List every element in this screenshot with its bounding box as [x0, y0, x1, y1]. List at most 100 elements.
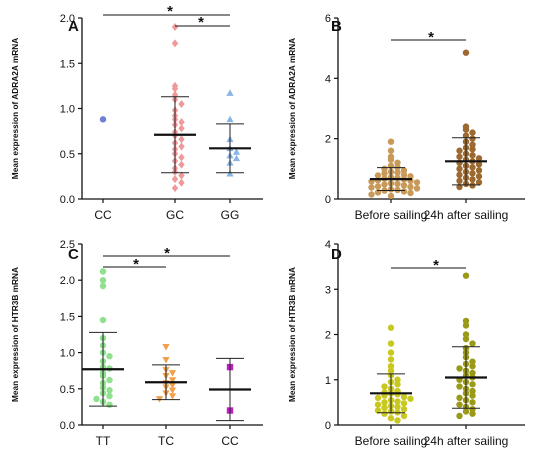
data-point — [469, 340, 476, 347]
data-point — [162, 357, 170, 364]
data-point — [394, 186, 401, 194]
data-point — [456, 394, 463, 402]
data-point — [374, 401, 382, 408]
data-point — [456, 401, 463, 408]
data-point — [469, 369, 476, 377]
x-tick-label: CC — [221, 434, 239, 448]
x-tick-label: TC — [158, 434, 174, 448]
data-point — [462, 322, 470, 329]
panel-letter: C — [68, 246, 79, 263]
data-point — [462, 335, 470, 343]
y-axis-label: Mean expression of HTR3B mRNA — [10, 267, 20, 402]
data-point — [168, 377, 177, 384]
data-point — [475, 173, 483, 180]
data-point — [469, 176, 476, 183]
data-point — [178, 142, 185, 151]
data-point — [456, 365, 463, 372]
series-before-sailing — [368, 138, 421, 200]
data-point — [462, 272, 470, 279]
data-point — [387, 147, 395, 154]
data-point — [168, 370, 177, 377]
data-point — [99, 316, 107, 324]
y-tick-label: 3 — [325, 284, 331, 296]
data-point — [171, 90, 179, 99]
data-point — [99, 282, 107, 290]
data-point — [381, 404, 388, 412]
data-point — [106, 401, 113, 408]
data-point — [407, 183, 414, 191]
data-point — [469, 170, 476, 177]
data-point — [407, 395, 414, 402]
data-point — [381, 410, 388, 417]
data-point — [171, 84, 179, 93]
data-point — [368, 184, 375, 191]
series-cc — [209, 357, 251, 422]
y-tick-label: 0 — [325, 420, 331, 432]
y-tick-label: 0.5 — [60, 149, 75, 161]
series-gc — [154, 23, 196, 193]
series-24h-after-sailing — [445, 49, 487, 191]
data-point — [387, 362, 395, 370]
data-point — [381, 170, 388, 177]
data-point — [93, 395, 100, 403]
y-tick-label: 2 — [325, 134, 331, 146]
data-point — [226, 89, 234, 96]
data-point — [387, 192, 395, 200]
data-point — [374, 183, 382, 190]
y-tick-label: 2 — [325, 330, 331, 342]
y-tick-label: 0.0 — [60, 194, 75, 206]
series-cc — [99, 116, 107, 123]
data-point — [178, 153, 185, 162]
data-point — [387, 156, 395, 163]
data-point — [99, 277, 107, 284]
data-point — [387, 138, 395, 145]
series-tt — [82, 268, 124, 408]
data-point — [400, 171, 408, 179]
data-point — [475, 161, 483, 168]
significance-star: * — [198, 14, 204, 31]
data-point — [469, 358, 476, 365]
data-point — [469, 135, 476, 142]
y-tick-label: 1.0 — [60, 104, 75, 116]
x-tick-label: TT — [96, 434, 111, 448]
data-point — [387, 324, 395, 331]
data-point — [178, 124, 185, 133]
data-point — [387, 356, 395, 363]
data-point — [469, 405, 476, 413]
data-point — [168, 387, 177, 394]
data-point — [456, 165, 463, 173]
data-point — [400, 182, 408, 189]
data-point — [469, 362, 476, 370]
data-point — [168, 393, 177, 400]
data-point — [232, 148, 241, 155]
data-point — [374, 394, 382, 402]
data-point — [456, 383, 463, 390]
data-point — [469, 164, 476, 171]
data-point — [400, 167, 408, 174]
data-point — [381, 181, 388, 188]
x-tick-label: GG — [221, 208, 240, 222]
data-point — [106, 392, 113, 400]
data-point — [178, 178, 185, 187]
panel-letter: B — [331, 18, 342, 35]
data-point — [413, 185, 421, 192]
y-tick-label: 1.0 — [60, 348, 75, 360]
data-point — [469, 392, 476, 399]
data-point — [394, 180, 401, 188]
data-point — [469, 129, 476, 136]
data-point — [106, 353, 113, 360]
data-point — [469, 146, 476, 153]
data-point — [475, 167, 483, 174]
data-point — [178, 99, 185, 108]
series-gg — [209, 89, 251, 177]
data-point — [162, 344, 170, 351]
data-point — [456, 412, 463, 420]
x-tick-label: 24h after sailing — [424, 434, 509, 448]
data-point — [400, 400, 408, 407]
chart-panel-a: 0.0 0.5 1.0 1.5 2.0 CC GC GG Mean expression of … — [10, 3, 263, 222]
data-point — [394, 169, 401, 176]
data-point — [374, 172, 382, 179]
data-point — [381, 383, 388, 390]
